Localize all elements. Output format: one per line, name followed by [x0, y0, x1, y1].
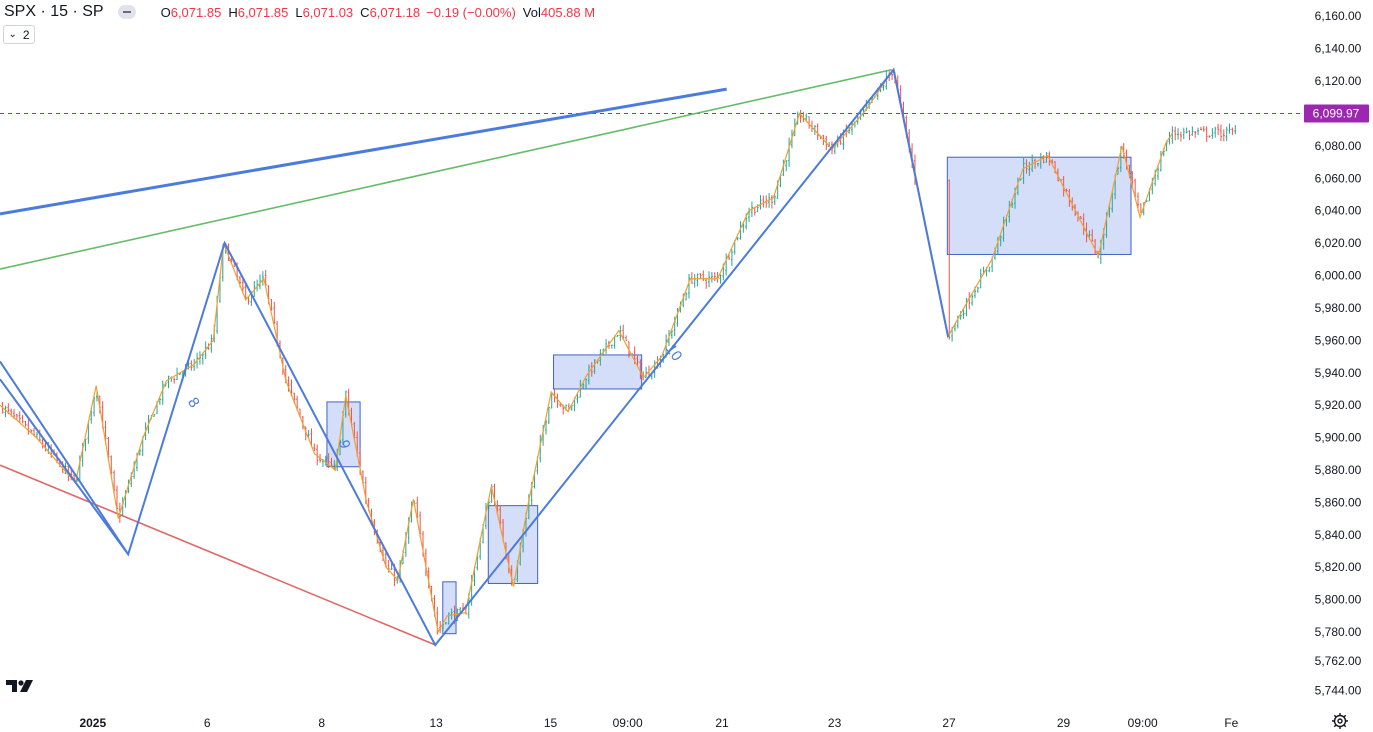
price-label: 6,099.97: [1313, 106, 1360, 120]
price-tick-label: 5,920.00: [1315, 398, 1362, 412]
chevron-down-icon: ⌄: [8, 29, 17, 40]
zigzag-line: [0, 68, 1174, 634]
time-tick-label: 8: [318, 716, 325, 730]
low-label: L: [295, 4, 303, 20]
price-tick-label: 6,060.00: [1315, 171, 1362, 185]
time-tick-label: 29: [1057, 716, 1071, 730]
high-label: H: [228, 4, 238, 20]
time-tick-label: 27: [942, 716, 956, 730]
price-tick-label: 5,744.00: [1315, 683, 1362, 697]
time-tick-label: 09:00: [1128, 716, 1158, 730]
time-tick-label: 15: [544, 716, 558, 730]
range-boxes: [326, 156, 1132, 635]
volume-label: Vol: [522, 4, 541, 20]
price-tick-label: 5,880.00: [1315, 463, 1362, 477]
range-box: [442, 581, 457, 635]
price-tick-label: 6,020.00: [1315, 236, 1362, 250]
volume-value: 405.88 M: [540, 4, 596, 20]
tradingview-logo-icon[interactable]: [6, 677, 38, 695]
price-tick-label: 5,762.00: [1315, 654, 1362, 668]
price-tick-label: 5,940.00: [1315, 366, 1362, 380]
symbol-legend: SPX · 15 · SP O 6,071.85 H 6,071.85 L 6,071…: [4, 2, 595, 22]
indicators-toggle-button[interactable]: ⌄ 2: [3, 25, 35, 44]
price-tick-label: 5,980.00: [1315, 301, 1362, 315]
price-tick-label: 6,140.00: [1315, 42, 1362, 56]
change-value: −0.19 (−0.00%): [426, 4, 516, 20]
gear-icon[interactable]: [1331, 712, 1349, 730]
time-tick-label: 2025: [79, 716, 106, 730]
trend-line-blue-upper: [0, 87, 727, 216]
price-tick-label: 5,900.00: [1315, 431, 1362, 445]
price-tick-label: 5,820.00: [1315, 560, 1362, 574]
time-tick-label: 09:00: [613, 716, 643, 730]
price-tick-label: 5,860.00: [1315, 495, 1362, 509]
symbol-title[interactable]: SPX · 15 · SP: [4, 3, 104, 20]
price-tick-label: 5,840.00: [1315, 528, 1362, 542]
swing-line-segment: [0, 360, 130, 555]
high-value: 6,071.85: [237, 4, 289, 20]
price-tick-label: 6,160.00: [1315, 9, 1362, 23]
open-value: 6,071.85: [170, 4, 222, 20]
time-tick-label: 23: [828, 716, 842, 730]
price-label-bg: [1304, 104, 1369, 123]
indicator-count: 2: [22, 27, 30, 42]
collapse-legend-icon[interactable]: [117, 5, 136, 19]
wave-label: 10: [662, 341, 685, 364]
wave-label: 8: [184, 394, 203, 411]
price-tick-label: 6,120.00: [1315, 74, 1362, 88]
open-label: O: [160, 4, 171, 20]
wave-label: 9: [335, 439, 353, 450]
candles: [1, 70, 1237, 635]
time-axis: 2025 6 8 13 15 09:00 21 23 27 29 09:00 Fe: [79, 716, 1238, 730]
price-tick-label: 6,080.00: [1315, 139, 1362, 153]
swing-line: [0, 67, 950, 647]
time-tick-label: 13: [429, 716, 443, 730]
zigzag-lines: [0, 68, 1174, 634]
time-tick-label: 21: [715, 716, 729, 730]
price-tick-label: 5,780.00: [1315, 625, 1362, 639]
close-value: 6,071.18: [369, 4, 421, 20]
trend-lines: [0, 68, 892, 646]
range-box: [553, 354, 643, 390]
price-tick-label: 6,040.00: [1315, 204, 1362, 218]
price-tick-label: 5,800.00: [1315, 593, 1362, 607]
trend-line-red-lower: [0, 464, 436, 646]
swing-lines: [0, 67, 950, 647]
close-label: C: [360, 4, 370, 20]
trend-line-green-upper: [0, 68, 892, 270]
low-value: 6,071.03: [302, 4, 354, 20]
range-box: [487, 505, 539, 584]
time-tick-label: 6: [204, 716, 211, 730]
price-tick-label: 6,000.00: [1315, 269, 1362, 283]
time-tick-label: Fe: [1224, 716, 1238, 730]
range-box: [946, 156, 1132, 255]
price-axis: 6,160.006,140.006,120.006,100.006,080.00…: [1304, 9, 1369, 697]
price-tick-label: 5,960.00: [1315, 333, 1362, 347]
